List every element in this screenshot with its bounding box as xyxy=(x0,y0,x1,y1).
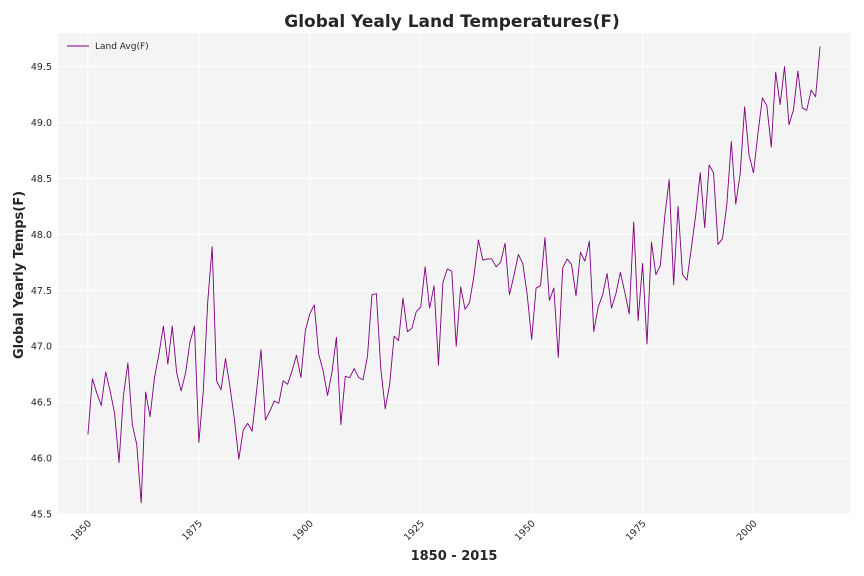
x-axis-label: 1850 - 2015 xyxy=(411,549,498,564)
y-tick-label: 46.5 xyxy=(31,398,52,409)
legend: Land Avg(F) xyxy=(67,42,149,52)
x-tick-label: 1875 xyxy=(180,518,205,543)
x-tick-label: 1850 xyxy=(69,518,94,543)
y-tick-label: 45.5 xyxy=(31,510,52,521)
x-tick-label: 1900 xyxy=(291,518,316,543)
y-tick-label: 49.0 xyxy=(31,118,52,129)
y-tick-label: 47.0 xyxy=(31,342,52,353)
legend-label: Land Avg(F) xyxy=(95,42,149,52)
y-tick-label: 49.5 xyxy=(31,62,52,73)
plot-area xyxy=(58,33,850,514)
y-tick-label: 48.0 xyxy=(31,230,52,241)
x-tick-labels: 1850 1875 1900 1925 1950 1975 2000 xyxy=(69,518,759,543)
series-line-land-avg xyxy=(87,46,821,504)
x-tick-label: 1975 xyxy=(624,518,649,543)
x-tick-label: 2000 xyxy=(735,518,760,543)
chart-title: Global Yealy Land Temperatures(F) xyxy=(284,12,619,32)
grid-lines xyxy=(58,33,850,515)
y-tick-label: 48.5 xyxy=(31,174,52,185)
y-axis-label: Global Yearly Temps(F) xyxy=(12,191,27,359)
x-tick-label: 1925 xyxy=(402,518,427,543)
y-tick-label: 47.5 xyxy=(31,286,52,297)
y-tick-labels: 45.5 46.0 46.5 47.0 47.5 48.0 48.5 49.0 49.5 xyxy=(31,62,52,520)
x-tick-label: 1950 xyxy=(513,518,538,543)
y-tick-label: 46.0 xyxy=(31,454,52,465)
